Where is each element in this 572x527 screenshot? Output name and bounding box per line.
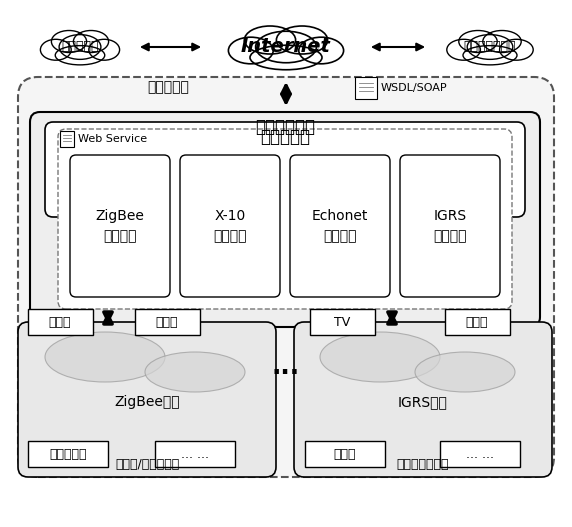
- Text: X-10
网络代理: X-10 网络代理: [213, 209, 247, 243]
- Text: 播放器: 播放器: [466, 316, 488, 328]
- Text: ...: ...: [272, 355, 300, 379]
- Text: ZigBee网络: ZigBee网络: [114, 395, 180, 409]
- Text: 服务中间件: 服务中间件: [260, 128, 310, 146]
- FancyBboxPatch shape: [60, 131, 74, 147]
- Ellipse shape: [459, 31, 497, 53]
- Text: TV: TV: [334, 316, 350, 328]
- Text: 互联网用户: 互联网用户: [61, 41, 99, 54]
- Ellipse shape: [463, 46, 517, 65]
- Ellipse shape: [467, 35, 513, 60]
- Text: ... ...: ... ...: [181, 447, 209, 461]
- FancyBboxPatch shape: [400, 155, 500, 297]
- FancyBboxPatch shape: [18, 77, 554, 477]
- Ellipse shape: [45, 332, 165, 382]
- FancyBboxPatch shape: [440, 441, 520, 467]
- FancyBboxPatch shape: [30, 112, 540, 327]
- Text: 热水器: 热水器: [156, 316, 178, 328]
- FancyBboxPatch shape: [45, 122, 525, 217]
- Ellipse shape: [483, 31, 521, 53]
- FancyBboxPatch shape: [180, 155, 280, 297]
- Text: 温度传感器: 温度传感器: [49, 447, 87, 461]
- Text: 高速多媒体网络: 高速多媒体网络: [397, 458, 449, 472]
- Text: IGRS
网络代理: IGRS 网络代理: [433, 209, 467, 243]
- Ellipse shape: [299, 37, 344, 64]
- Text: 物联网/传感器网络: 物联网/传感器网络: [115, 458, 179, 472]
- Ellipse shape: [59, 35, 101, 60]
- Ellipse shape: [256, 31, 316, 63]
- FancyBboxPatch shape: [305, 441, 385, 467]
- Ellipse shape: [145, 352, 245, 392]
- FancyBboxPatch shape: [18, 322, 276, 477]
- FancyBboxPatch shape: [355, 77, 377, 99]
- Ellipse shape: [250, 45, 322, 70]
- FancyBboxPatch shape: [28, 441, 108, 467]
- Text: Echonet
网络代理: Echonet 网络代理: [312, 209, 368, 243]
- FancyBboxPatch shape: [445, 309, 510, 335]
- Text: IGRS网络: IGRS网络: [398, 395, 448, 409]
- Text: WSDL/SOAP: WSDL/SOAP: [381, 83, 448, 93]
- Ellipse shape: [73, 31, 109, 53]
- Text: ZigBee
网络代理: ZigBee 网络代理: [96, 209, 145, 243]
- Ellipse shape: [244, 26, 296, 54]
- Text: Web Service: Web Service: [78, 134, 147, 144]
- Text: ... ...: ... ...: [466, 447, 494, 461]
- Ellipse shape: [51, 31, 86, 53]
- FancyBboxPatch shape: [294, 322, 552, 477]
- Ellipse shape: [89, 40, 120, 60]
- FancyBboxPatch shape: [28, 309, 93, 335]
- Ellipse shape: [415, 352, 515, 392]
- FancyBboxPatch shape: [58, 129, 512, 309]
- Text: 微波炉: 微波炉: [49, 316, 72, 328]
- Text: 家庭空间内: 家庭空间内: [147, 80, 189, 94]
- Ellipse shape: [276, 26, 328, 54]
- Text: 投影仪: 投影仪: [333, 447, 356, 461]
- Text: Internet: Internet: [241, 37, 331, 56]
- Text: 移动互联网用户: 移动互联网用户: [464, 41, 517, 54]
- Text: 家庭服务网关: 家庭服务网关: [255, 118, 315, 136]
- FancyBboxPatch shape: [135, 309, 200, 335]
- Ellipse shape: [447, 40, 480, 60]
- Ellipse shape: [55, 46, 105, 65]
- Ellipse shape: [228, 37, 273, 64]
- FancyBboxPatch shape: [155, 441, 235, 467]
- FancyBboxPatch shape: [310, 309, 375, 335]
- FancyBboxPatch shape: [70, 155, 170, 297]
- Ellipse shape: [41, 40, 71, 60]
- FancyBboxPatch shape: [290, 155, 390, 297]
- Ellipse shape: [320, 332, 440, 382]
- Ellipse shape: [499, 40, 533, 60]
